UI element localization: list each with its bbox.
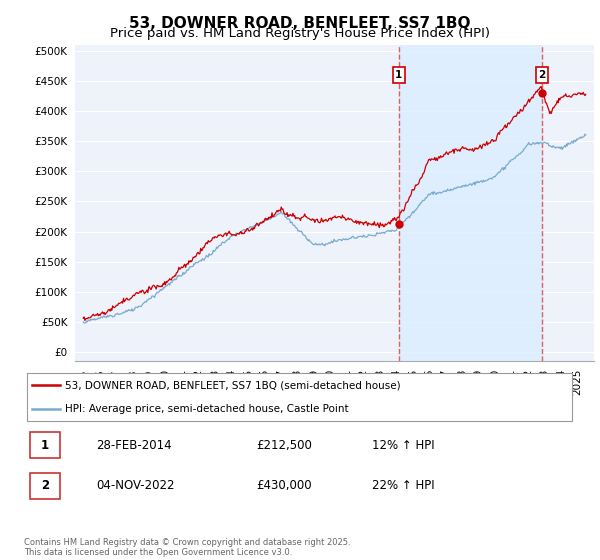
Text: £430,000: £430,000 [256, 479, 311, 492]
Text: Contains HM Land Registry data © Crown copyright and database right 2025.
This d: Contains HM Land Registry data © Crown c… [24, 538, 350, 557]
Text: 22% ↑ HPI: 22% ↑ HPI [372, 479, 434, 492]
Text: 12% ↑ HPI: 12% ↑ HPI [372, 438, 434, 451]
Text: 2: 2 [41, 479, 49, 492]
Text: Price paid vs. HM Land Registry's House Price Index (HPI): Price paid vs. HM Land Registry's House … [110, 27, 490, 40]
Text: 1: 1 [41, 438, 49, 451]
Text: 53, DOWNER ROAD, BENFLEET, SS7 1BQ (semi-detached house): 53, DOWNER ROAD, BENFLEET, SS7 1BQ (semi… [65, 380, 401, 390]
Text: 04-NOV-2022: 04-NOV-2022 [96, 479, 174, 492]
Text: 2: 2 [538, 70, 545, 80]
Text: £212,500: £212,500 [256, 438, 312, 451]
FancyBboxPatch shape [27, 373, 572, 421]
Text: 28-FEB-2014: 28-FEB-2014 [96, 438, 172, 451]
Text: 1: 1 [395, 70, 403, 80]
Text: 53, DOWNER ROAD, BENFLEET, SS7 1BQ: 53, DOWNER ROAD, BENFLEET, SS7 1BQ [129, 16, 471, 31]
FancyBboxPatch shape [29, 473, 60, 498]
Text: HPI: Average price, semi-detached house, Castle Point: HPI: Average price, semi-detached house,… [65, 404, 349, 414]
Bar [399, 45, 542, 361]
FancyBboxPatch shape [29, 432, 60, 458]
